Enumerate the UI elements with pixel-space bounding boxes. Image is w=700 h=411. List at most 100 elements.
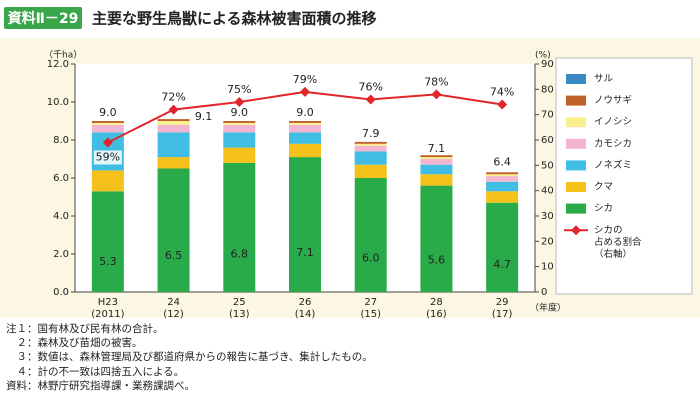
legend-swatch bbox=[566, 95, 586, 106]
line-value-label: 75% bbox=[227, 83, 251, 96]
bar-segment bbox=[289, 132, 321, 144]
legend-label: サル bbox=[594, 74, 614, 85]
bar-segment bbox=[91, 170, 124, 192]
bar-value-label: 5.6 bbox=[428, 253, 446, 266]
line-marker bbox=[102, 137, 113, 148]
total-label: 9.0 bbox=[99, 106, 117, 119]
total-label: 7.1 bbox=[428, 142, 446, 155]
bar-segment bbox=[223, 124, 256, 133]
legend-swatch bbox=[566, 182, 586, 192]
note: ４：計の不一致は四捨五入による。 bbox=[6, 365, 185, 378]
note: 注１：国有林及び民有林の合計。 bbox=[6, 323, 164, 335]
bar-segment bbox=[420, 164, 453, 175]
line-marker bbox=[300, 86, 310, 97]
bar-value-label: 7.1 bbox=[296, 246, 314, 259]
bar-segment bbox=[486, 172, 519, 175]
x-tick-label: 25 (13) bbox=[229, 297, 250, 320]
total-label: 7.9 bbox=[362, 127, 380, 140]
bar-segment bbox=[354, 164, 387, 178]
x-unit: （年度） bbox=[530, 302, 566, 314]
legend-label: ノウサギ bbox=[594, 95, 632, 106]
legend-marker bbox=[571, 225, 581, 236]
line-value-label: 79% bbox=[293, 73, 317, 86]
legend-label: クマ bbox=[594, 182, 613, 193]
legend-label: シカ bbox=[594, 203, 613, 214]
bar-segment bbox=[157, 157, 190, 169]
bar-segment bbox=[223, 132, 256, 148]
bar-segment bbox=[486, 176, 519, 182]
badge-box bbox=[4, 7, 82, 29]
note: ３：数値は、森林管理局及び都道府県からの報告に基づき、集計したもの。 bbox=[6, 351, 373, 364]
bar-segment bbox=[420, 155, 453, 158]
line-value-label: 59% bbox=[96, 151, 120, 164]
bar-segment bbox=[91, 122, 124, 125]
x-tick-label: 26 (14) bbox=[295, 297, 316, 320]
bar-segment bbox=[486, 181, 519, 192]
y2-unit: (%) bbox=[535, 51, 551, 61]
y2-tick-label: 40 bbox=[541, 186, 554, 197]
legend-label: シカの占める割合（右軸） bbox=[594, 225, 642, 260]
line-value-label: 72% bbox=[161, 91, 185, 104]
bar-segment bbox=[354, 143, 387, 146]
total-label: 9.0 bbox=[296, 106, 314, 119]
y-tick-label: 12.0 bbox=[47, 59, 69, 70]
notes: 注１：国有林及び民有林の合計。 ２：森林及び苗畑の被害。 ３：数値は、森林管理局… bbox=[6, 322, 373, 393]
legend-swatch bbox=[566, 138, 586, 149]
bar-segment bbox=[420, 185, 453, 292]
line-marker bbox=[497, 99, 508, 110]
legend-label: イノシシ bbox=[594, 117, 632, 128]
bar-segment bbox=[223, 162, 256, 292]
bar-value-label: 4.7 bbox=[493, 258, 511, 271]
bar-segment bbox=[486, 191, 519, 203]
bar-segment bbox=[354, 151, 387, 165]
bar-segment bbox=[157, 168, 190, 292]
line-marker bbox=[168, 104, 179, 115]
label-bg bbox=[93, 150, 122, 165]
y-tick-label: 8.0 bbox=[53, 135, 69, 146]
bar-segment bbox=[157, 132, 190, 158]
total-label: 9.1 bbox=[195, 110, 213, 123]
bar-segment bbox=[157, 119, 190, 121]
legend-swatch bbox=[566, 160, 586, 171]
bar-segment bbox=[289, 122, 321, 125]
y-tick-label: 0.0 bbox=[53, 287, 69, 298]
x-tick-label: 28 (16) bbox=[426, 297, 447, 320]
bar-segment bbox=[157, 121, 190, 125]
x-tick-label: 27 (15) bbox=[360, 297, 381, 320]
bar-segment bbox=[91, 121, 124, 123]
bar-segment bbox=[486, 202, 519, 292]
legend-swatch bbox=[566, 203, 586, 214]
bar-value-label: 6.8 bbox=[231, 247, 249, 260]
bar-segment bbox=[223, 122, 256, 125]
legend-label: ノネズミ bbox=[594, 159, 632, 171]
line-marker bbox=[234, 97, 245, 107]
y-tick-label: 4.0 bbox=[53, 211, 69, 222]
bar-segment bbox=[289, 143, 321, 158]
note: ２：森林及び苗畑の被害。 bbox=[6, 337, 143, 350]
bar-segment bbox=[420, 174, 453, 186]
y2-tick-label: 80 bbox=[541, 84, 554, 95]
bar-value-label: 5.3 bbox=[99, 255, 117, 268]
total-label: 6.4 bbox=[493, 155, 511, 168]
line-marker bbox=[431, 89, 442, 100]
badge: 資料Ⅱ－29 bbox=[8, 10, 79, 27]
y2-tick-label: 50 bbox=[541, 160, 554, 171]
bar-segment bbox=[223, 121, 256, 123]
bar-segment bbox=[420, 157, 453, 159]
note: 資料：林野庁研究指導課・業務課調べ。 bbox=[6, 379, 195, 392]
y2-tick-label: 0 bbox=[541, 287, 547, 298]
line-marker bbox=[365, 94, 376, 105]
line-value-label: 76% bbox=[358, 80, 382, 93]
bar-segment bbox=[289, 121, 321, 123]
legend-swatch bbox=[566, 117, 586, 128]
bar-segment bbox=[157, 124, 190, 133]
x-tick-label: 24 (12) bbox=[163, 297, 184, 320]
bar-segment bbox=[486, 174, 519, 177]
bar-segment bbox=[420, 159, 453, 165]
y2-tick-label: 70 bbox=[541, 110, 554, 121]
bar-value-label: 6.0 bbox=[362, 251, 380, 264]
bar-segment bbox=[354, 141, 387, 144]
y-tick-label: 6.0 bbox=[53, 173, 69, 184]
x-tick-label: 29 (17) bbox=[492, 297, 513, 320]
